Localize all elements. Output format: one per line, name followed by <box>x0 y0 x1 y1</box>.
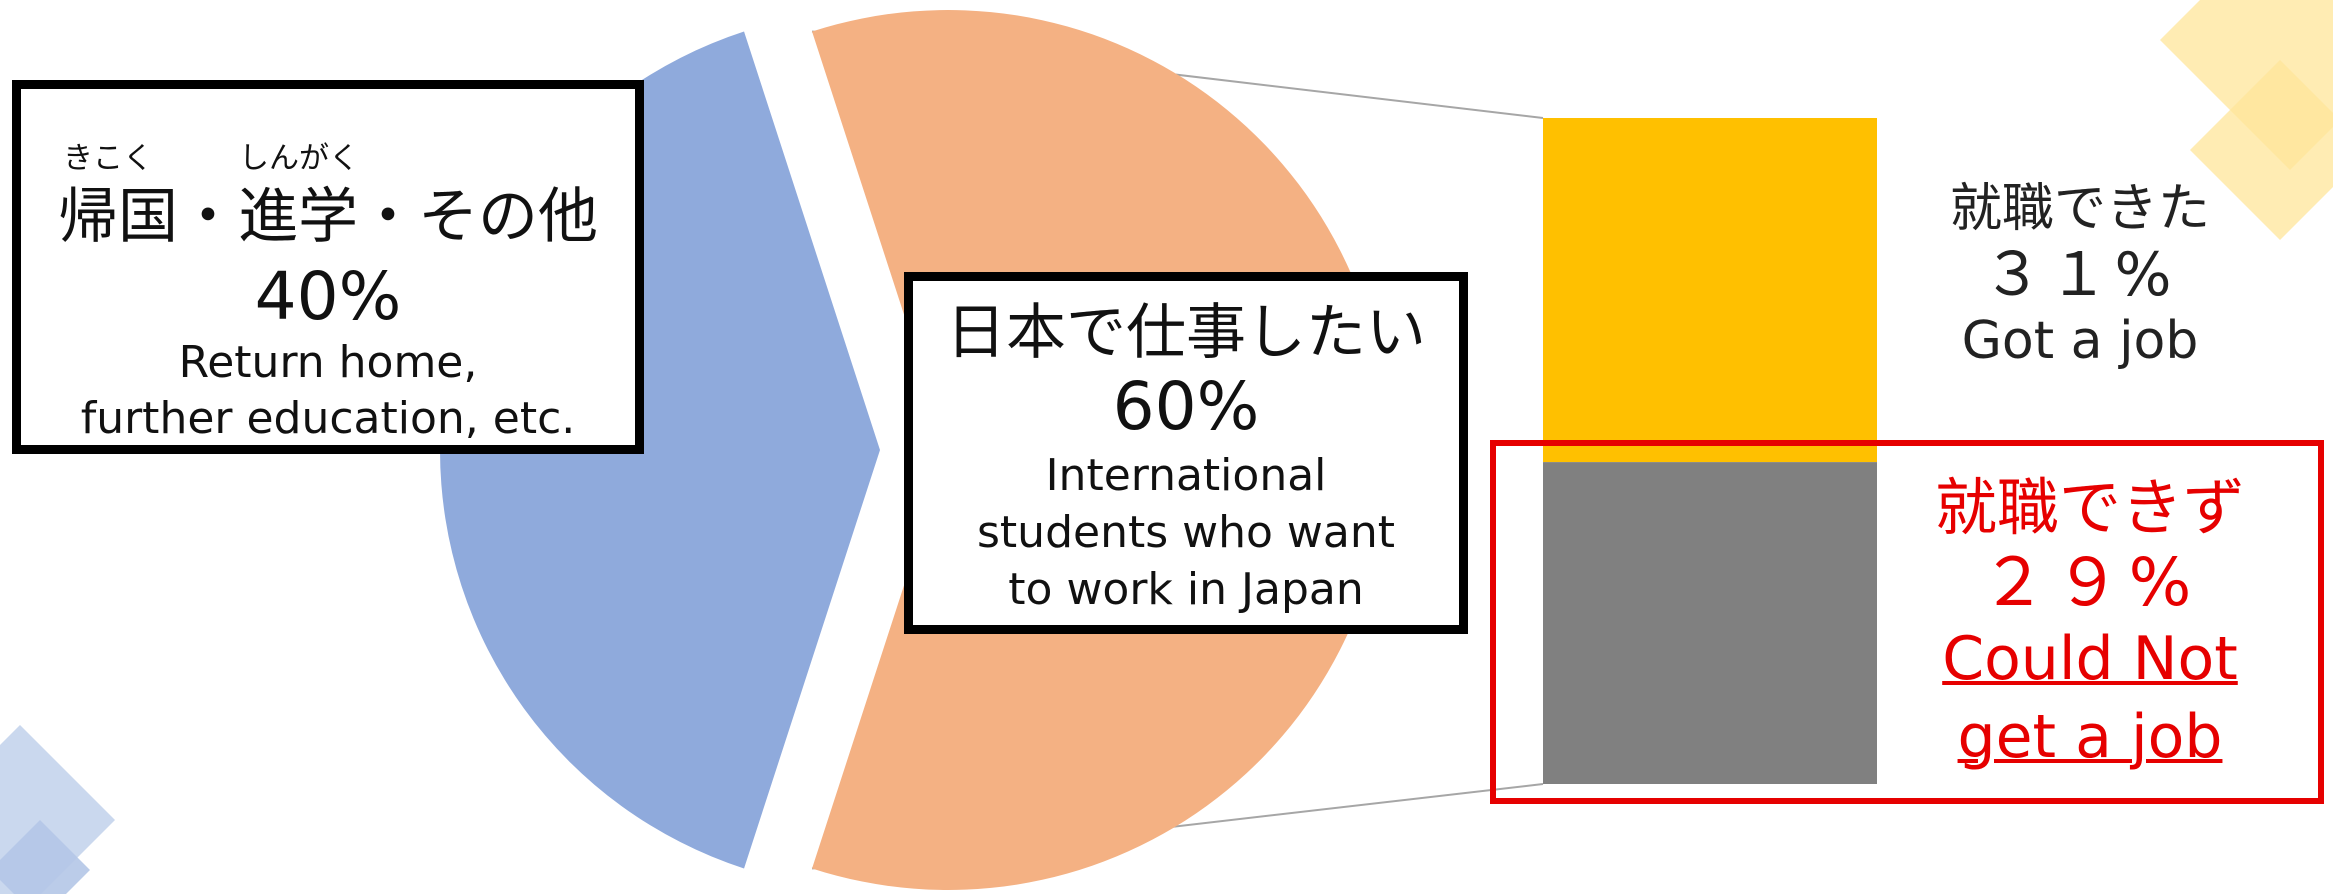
decor-diamond-blue <box>0 820 90 894</box>
bar-segment-got-job <box>1543 118 1877 463</box>
bar-value-label: ３１% <box>1982 240 2178 310</box>
slice-label-en-line: further education, etc. <box>80 393 576 444</box>
bar-label-ja: 就職できた <box>1949 179 2210 239</box>
slice-label-en-line: International <box>1045 450 1327 501</box>
bar-label-got-job: 就職できた ３１% Got a job <box>1910 176 2250 374</box>
slice-label-work-in-japan: 日本で仕事したい 60% International students who … <box>904 272 1468 634</box>
slice-label-en: International students who want to work … <box>913 447 1459 618</box>
stacked-bar <box>1543 118 1877 784</box>
slice-label-en-line: students who want <box>977 507 1395 558</box>
slice-label-en-line: to work in Japan <box>1008 564 1364 615</box>
slice-label-ja: 帰国・進学・その他 <box>58 182 598 252</box>
bar-segment-no-job <box>1543 462 1877 784</box>
highlight-frame <box>1490 440 2324 804</box>
slice-value-label: 40% <box>254 258 402 335</box>
slice-value-label: 60% <box>1112 368 1260 445</box>
slice-label-ja: 日本で仕事したい <box>946 298 1426 368</box>
slice-label-en: Return home, further education, etc. <box>21 335 635 447</box>
bar-value-label: ２９% <box>1980 544 2200 621</box>
slice-label-return-home: きこく しんがく 帰国・進学・その他 40% Return home, furt… <box>12 80 644 454</box>
bar-label-en-line: get a job <box>1957 702 2223 772</box>
slice-label-en-line: Return home, <box>178 337 478 388</box>
ruby-shingaku: しんがく <box>239 141 359 176</box>
decor-diamond-gold <box>2190 60 2333 240</box>
bar-label-en: Got a job <box>1961 311 2199 371</box>
bar-label-en-line: Could Not <box>1942 624 2238 694</box>
bar-label-no-job: 就職できず ２９% Could Not get a job <box>1900 470 2280 776</box>
bar-label-en: Could Not get a job <box>1900 620 2280 776</box>
ruby-kikoku: きこく <box>63 141 153 176</box>
bar-label-ja: 就職できず <box>1934 471 2245 544</box>
